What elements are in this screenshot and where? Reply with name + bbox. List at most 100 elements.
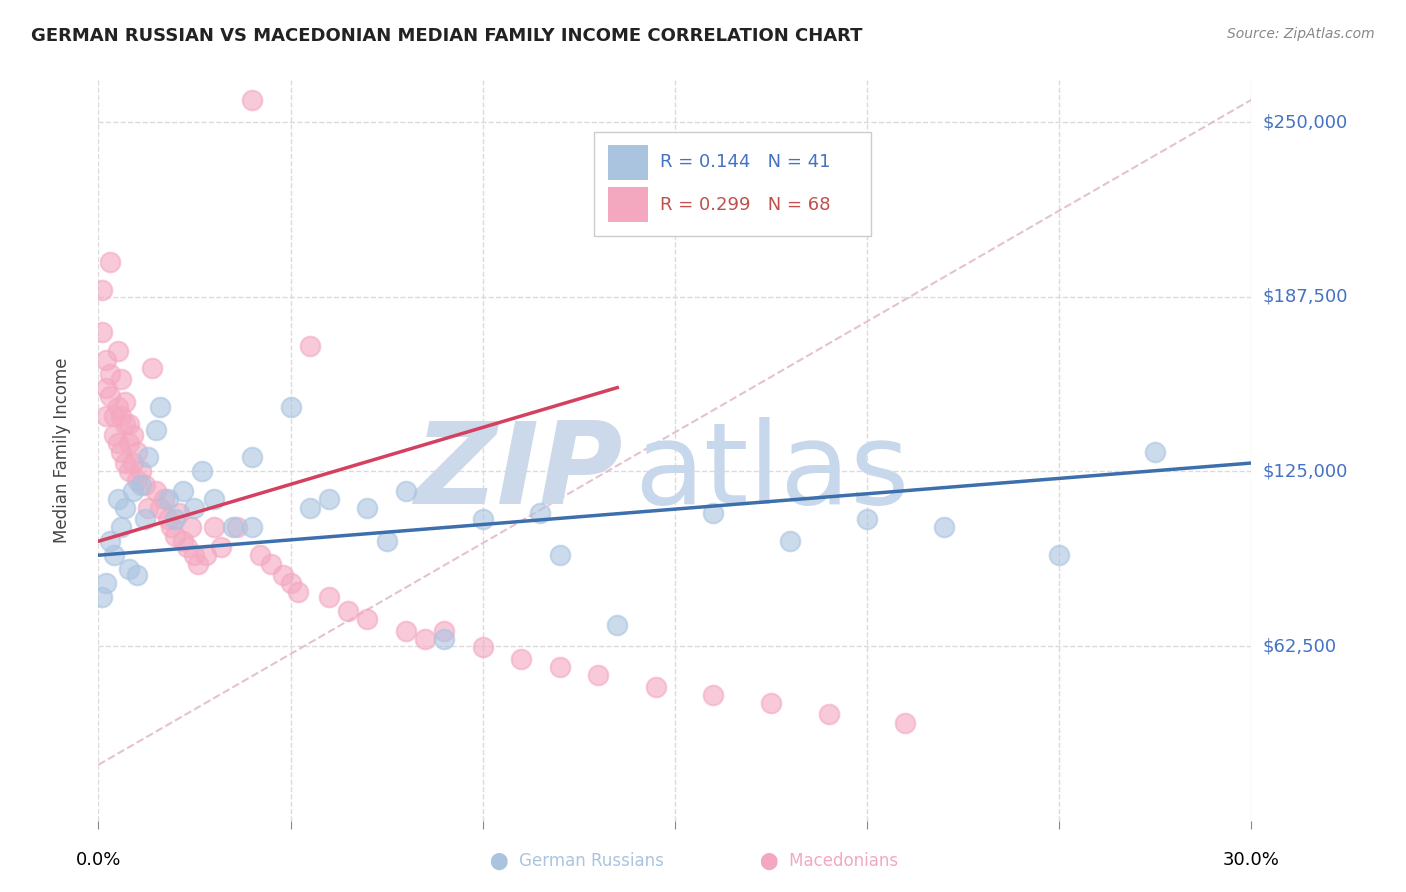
- Point: [91, 590, 114, 604]
- Text: 30.0%: 30.0%: [1223, 851, 1279, 869]
- Bar: [607, 145, 648, 180]
- Point: [176, 540, 198, 554]
- Point: [94, 576, 117, 591]
- Bar: [607, 187, 648, 222]
- Point: [510, 651, 533, 665]
- Point: [107, 400, 129, 414]
- Point: [118, 464, 141, 478]
- Point: [172, 534, 194, 549]
- Point: [141, 361, 163, 376]
- Point: [932, 520, 955, 534]
- Point: [167, 506, 190, 520]
- Point: [94, 352, 117, 367]
- Point: [122, 456, 145, 470]
- Point: [125, 473, 148, 487]
- Point: [134, 478, 156, 492]
- Point: [165, 529, 187, 543]
- Point: [240, 520, 263, 534]
- Point: [298, 339, 321, 353]
- Point: [195, 548, 218, 562]
- Point: [856, 512, 879, 526]
- Point: [152, 492, 174, 507]
- Text: $250,000: $250,000: [1263, 113, 1348, 131]
- Point: [114, 456, 136, 470]
- Point: [129, 464, 152, 478]
- Point: [110, 372, 132, 386]
- Point: [145, 423, 167, 437]
- Point: [779, 534, 801, 549]
- Point: [94, 381, 117, 395]
- Point: [187, 557, 209, 571]
- Point: [118, 436, 141, 450]
- Point: [395, 624, 418, 638]
- Point: [702, 506, 724, 520]
- FancyBboxPatch shape: [595, 132, 870, 235]
- Point: [107, 492, 129, 507]
- Point: [118, 562, 141, 576]
- Point: [122, 428, 145, 442]
- Point: [183, 548, 205, 562]
- Point: [298, 500, 321, 515]
- Point: [202, 492, 225, 507]
- Point: [149, 400, 172, 414]
- Text: R = 0.299   N = 68: R = 0.299 N = 68: [659, 195, 831, 214]
- Text: atlas: atlas: [634, 417, 910, 528]
- Point: [129, 478, 152, 492]
- Point: [183, 500, 205, 515]
- Y-axis label: Median Family Income: Median Family Income: [53, 358, 72, 543]
- Point: [337, 604, 360, 618]
- Point: [98, 255, 121, 269]
- Point: [98, 367, 121, 381]
- Text: Source: ZipAtlas.com: Source: ZipAtlas.com: [1227, 27, 1375, 41]
- Point: [202, 520, 225, 534]
- Point: [122, 483, 145, 498]
- Text: 0.0%: 0.0%: [76, 851, 121, 869]
- Text: ⬤  German Russians: ⬤ German Russians: [489, 852, 664, 870]
- Point: [529, 506, 551, 520]
- Point: [1047, 548, 1070, 562]
- Point: [702, 688, 724, 702]
- Point: [280, 400, 302, 414]
- Point: [759, 696, 782, 710]
- Point: [156, 512, 179, 526]
- Point: [98, 534, 121, 549]
- Point: [145, 483, 167, 498]
- Point: [114, 417, 136, 431]
- Text: ZIP: ZIP: [415, 417, 623, 528]
- Point: [817, 707, 839, 722]
- Point: [894, 715, 917, 730]
- Point: [471, 512, 494, 526]
- Point: [103, 428, 125, 442]
- Point: [287, 584, 309, 599]
- Text: GERMAN RUSSIAN VS MACEDONIAN MEDIAN FAMILY INCOME CORRELATION CHART: GERMAN RUSSIAN VS MACEDONIAN MEDIAN FAMI…: [31, 27, 862, 45]
- Point: [110, 445, 132, 459]
- Text: ⬤  Macedonians: ⬤ Macedonians: [761, 852, 898, 870]
- Text: $125,000: $125,000: [1263, 462, 1348, 481]
- Point: [271, 567, 294, 582]
- Point: [586, 668, 609, 682]
- Point: [103, 548, 125, 562]
- Point: [433, 624, 456, 638]
- Text: R = 0.144   N = 41: R = 0.144 N = 41: [659, 153, 831, 171]
- Point: [125, 567, 148, 582]
- Point: [156, 492, 179, 507]
- Point: [644, 680, 666, 694]
- Text: $62,500: $62,500: [1263, 637, 1337, 655]
- Point: [91, 283, 114, 297]
- Point: [110, 520, 132, 534]
- Point: [356, 612, 378, 626]
- Point: [114, 394, 136, 409]
- Point: [160, 520, 183, 534]
- Point: [98, 389, 121, 403]
- Point: [134, 512, 156, 526]
- Point: [249, 548, 271, 562]
- Point: [548, 660, 571, 674]
- Point: [548, 548, 571, 562]
- Point: [118, 417, 141, 431]
- Point: [191, 464, 214, 478]
- Point: [138, 500, 160, 515]
- Point: [606, 618, 628, 632]
- Point: [91, 325, 114, 339]
- Point: [107, 344, 129, 359]
- Point: [433, 632, 456, 646]
